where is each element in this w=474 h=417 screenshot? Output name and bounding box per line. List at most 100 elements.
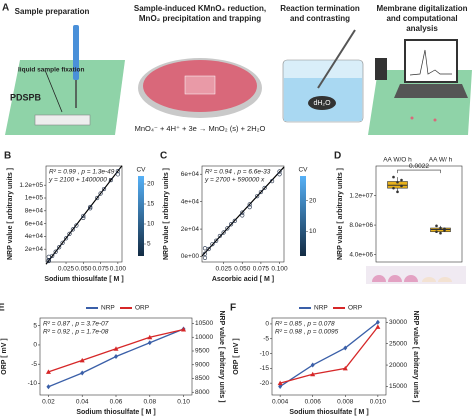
x-tick-label: 0.10 bbox=[177, 399, 190, 406]
fit-line bbox=[45, 165, 123, 265]
y-tick-label: 2e+04 bbox=[181, 226, 200, 233]
point bbox=[435, 224, 438, 228]
panel-a: A Sample preparation Sample-induced KMnO… bbox=[2, 3, 472, 135]
x-tick-label: 0.04 bbox=[76, 399, 89, 406]
annotation: R² = 0.92 , p = 1.7e-08 bbox=[43, 329, 109, 336]
point bbox=[147, 334, 153, 340]
point bbox=[98, 191, 103, 196]
annotation: y = 2700 + 590000 x bbox=[204, 177, 265, 184]
point bbox=[63, 236, 69, 241]
point bbox=[443, 227, 446, 231]
x-tick-label: 0.075 bbox=[92, 266, 109, 273]
colorbar bbox=[138, 176, 144, 256]
x-tick-label: 0.100 bbox=[271, 266, 288, 273]
x-tick-label: 0.06 bbox=[110, 399, 123, 406]
point bbox=[147, 340, 152, 346]
step-title: Sample-induced KMnO₄ reduction, bbox=[134, 4, 266, 13]
panel-label: F bbox=[230, 303, 236, 314]
point bbox=[81, 213, 86, 219]
y2-tick-label: 8500 bbox=[195, 375, 210, 382]
point bbox=[210, 242, 215, 247]
point bbox=[262, 185, 267, 191]
step-title: Reaction termination bbox=[280, 4, 360, 13]
point bbox=[269, 178, 275, 184]
y-tick-label: 4.0e+06 bbox=[349, 251, 373, 258]
y-tick-label: 4e+04 bbox=[25, 233, 44, 240]
point bbox=[181, 327, 187, 332]
colorbar bbox=[300, 176, 306, 256]
point bbox=[88, 206, 93, 211]
x-tick-label: 0.008 bbox=[337, 399, 354, 406]
point bbox=[255, 194, 260, 199]
y2-tick-label: 20000 bbox=[389, 362, 407, 369]
y-tick-label: -10 bbox=[260, 350, 270, 357]
category-label: AA W/O h bbox=[383, 157, 412, 164]
category-label: AA W/ h bbox=[429, 157, 453, 164]
annotation: R² = 0.85 , p = 0.078 bbox=[275, 321, 335, 328]
pipette bbox=[73, 25, 79, 80]
y-tick-label: -5 bbox=[263, 335, 269, 342]
annotation: R² = 0.98 , p = 0.0095 bbox=[275, 329, 339, 336]
colorbar-tick-label: 10 bbox=[309, 228, 317, 235]
dot bbox=[433, 118, 437, 122]
y2-tick-label: 30000 bbox=[389, 319, 407, 326]
point bbox=[400, 184, 403, 188]
y2-axis-label: NRP value [ arbitrary units ] bbox=[218, 310, 225, 402]
legend-label: ORP bbox=[348, 305, 362, 312]
point bbox=[70, 227, 76, 232]
point bbox=[375, 319, 380, 325]
point bbox=[396, 180, 399, 184]
y-axis-label: NRP value [ arbitrary units ] bbox=[7, 168, 14, 260]
x-tick-label: 0.075 bbox=[253, 266, 270, 273]
colorbar-tick-label: 5 bbox=[147, 241, 151, 248]
point bbox=[114, 354, 118, 359]
point bbox=[206, 246, 211, 252]
y-tick-label: 4e+04 bbox=[181, 198, 200, 205]
x-tick-label: 0.010 bbox=[370, 399, 387, 406]
point bbox=[240, 213, 245, 218]
domes bbox=[422, 277, 452, 282]
point bbox=[95, 195, 100, 201]
x-tick-label: 0.025 bbox=[215, 266, 232, 273]
point bbox=[60, 240, 65, 245]
y-tick-label: 8.0e+06 bbox=[349, 222, 373, 229]
y-tick-label: -5 bbox=[31, 361, 37, 368]
point bbox=[277, 172, 282, 177]
annotation: R² = 0.94 , p = 6.6e-33 bbox=[205, 169, 271, 176]
y-tick-label: 6e+04 bbox=[25, 220, 44, 227]
y2-tick-label: 15000 bbox=[389, 383, 407, 390]
point bbox=[258, 189, 263, 195]
point bbox=[67, 231, 72, 236]
domes bbox=[372, 275, 418, 282]
point bbox=[74, 223, 79, 228]
point bbox=[79, 357, 85, 363]
y-tick-label: 1e+05 bbox=[25, 195, 44, 202]
significance-label: 0.0022 bbox=[409, 163, 429, 170]
y2-tick-label: 10500 bbox=[195, 320, 213, 327]
annotation: R² = 0.87 , p = 3.7e-07 bbox=[43, 321, 109, 328]
point bbox=[214, 238, 219, 243]
label: liquid sample fixation bbox=[18, 67, 84, 74]
point bbox=[392, 186, 395, 190]
step-title: Membrane digitalization bbox=[376, 4, 467, 13]
y-axis-label: ORP [ mV ] bbox=[233, 338, 240, 374]
legend-label: ORP bbox=[135, 305, 149, 312]
laptop-screen bbox=[404, 39, 458, 83]
label-bg bbox=[308, 96, 336, 110]
point bbox=[108, 177, 114, 183]
annotation: R² = 0.99 , p = 1.3e-49 bbox=[49, 169, 115, 176]
y-tick-label: 6e+04 bbox=[181, 171, 200, 178]
point bbox=[400, 178, 403, 182]
annotation: y = 2100 + 1400000 x bbox=[48, 177, 113, 184]
y2-tick-label: 9500 bbox=[195, 348, 210, 355]
legend-label: NRP bbox=[101, 305, 115, 312]
point bbox=[221, 230, 226, 235]
x-tick-label: 0.08 bbox=[143, 399, 156, 406]
point bbox=[247, 205, 252, 210]
x-tick-label: 0.006 bbox=[305, 399, 322, 406]
tweezers bbox=[317, 29, 356, 89]
point bbox=[278, 383, 283, 389]
point bbox=[50, 253, 55, 259]
laptop-base bbox=[394, 84, 468, 98]
point bbox=[342, 365, 348, 371]
